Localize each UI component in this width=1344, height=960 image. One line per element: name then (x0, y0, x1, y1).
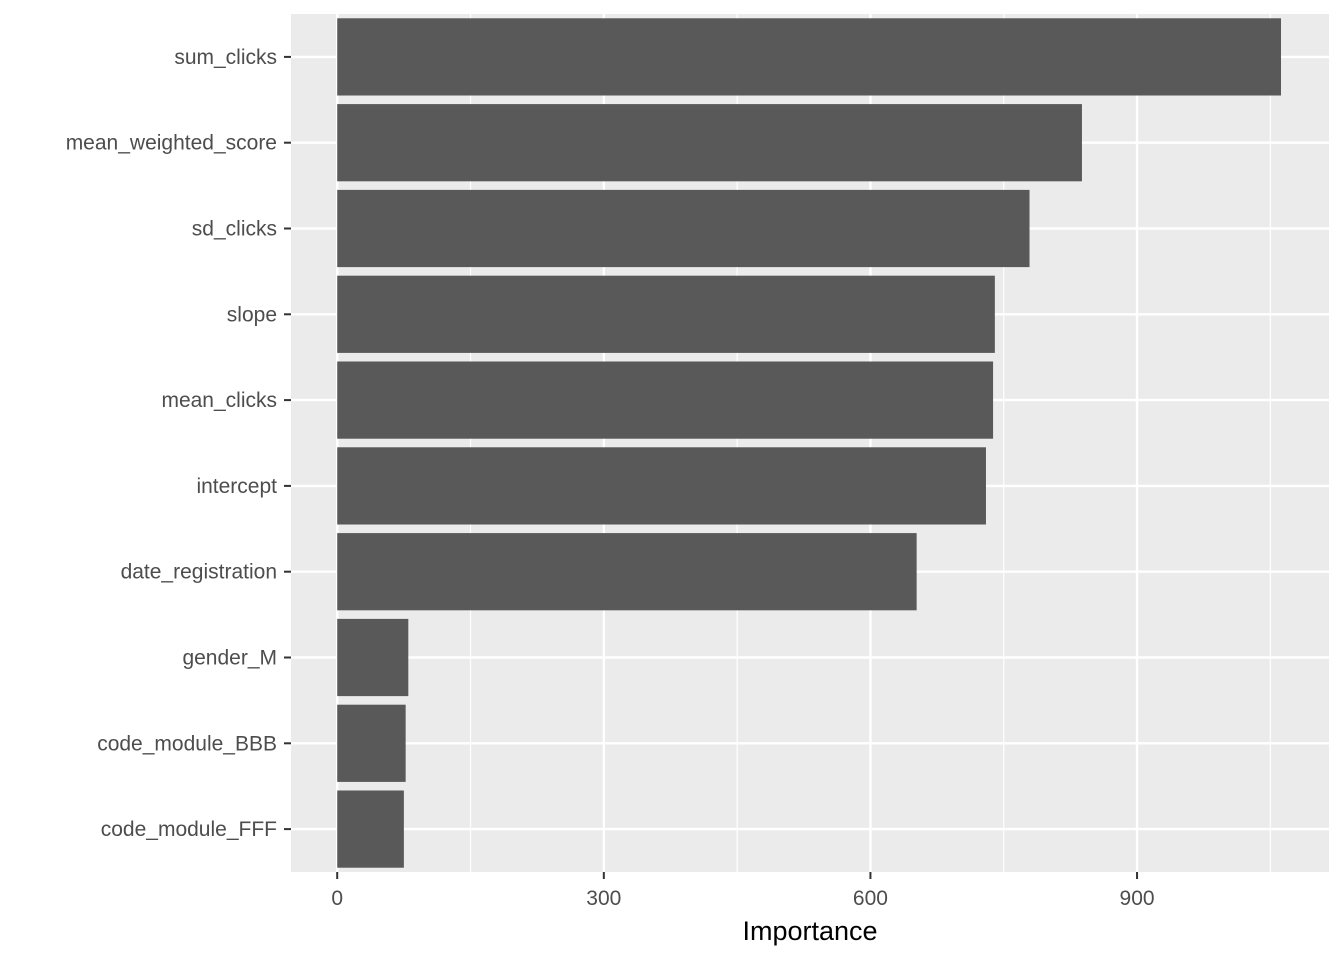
x-axis-title: Importance (742, 916, 877, 946)
y-axis: sum_clicks mean_weighted_score sd_clickssl… (66, 46, 291, 841)
bar-sd-clicks (337, 189, 1030, 268)
bar-mean-weighted-score (337, 104, 1082, 182)
y-tick-label: sd_clicks (192, 218, 277, 241)
x-tick-label: 900 (1120, 887, 1155, 910)
bar-mean-clicks (337, 361, 994, 439)
x-tick-label: 600 (853, 887, 888, 910)
x-axis: 0 300 600 900 (331, 872, 1155, 910)
y-tick-label: intercept (196, 475, 277, 498)
y-tick-label: mean_weighted_score (66, 132, 277, 155)
bar-slope (337, 275, 995, 353)
y-tick-label: code_module_BBB (97, 732, 277, 755)
bar-code-module-FFF (337, 790, 404, 868)
bars-layer (337, 18, 1282, 868)
y-tick-label: slope (227, 303, 277, 326)
x-tick-label: 0 (331, 887, 343, 910)
bar-gender-M (337, 618, 409, 697)
x-tick-label: 300 (586, 887, 621, 910)
y-tick-label: gender_M (182, 647, 277, 670)
y-tick-label: code_module_FFF (101, 818, 277, 841)
bar-sum-clicks (337, 18, 1282, 96)
bar-date-registration (337, 533, 917, 611)
y-tick-label: sum_clicks (174, 46, 277, 69)
bar-code-module-BBB (337, 704, 406, 782)
y-tick-label: mean_clicks (161, 389, 277, 412)
bar-intercept (337, 447, 986, 525)
y-tick-label: date_registration (121, 561, 277, 584)
